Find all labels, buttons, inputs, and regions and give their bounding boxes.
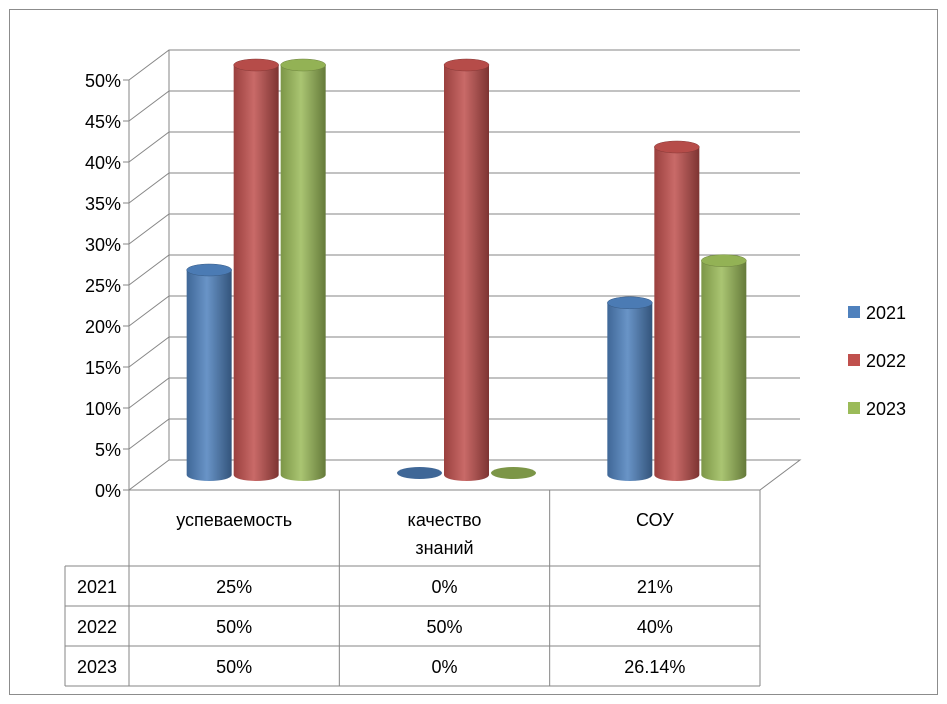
bar-top bbox=[280, 58, 326, 72]
legend-swatch bbox=[848, 354, 860, 366]
y-tick-label: 35% bbox=[85, 194, 121, 214]
bar-2022-0 bbox=[233, 58, 279, 482]
y-tick-label: 45% bbox=[85, 112, 121, 132]
bar-2021-1 bbox=[397, 467, 442, 479]
y-tick-label: 10% bbox=[85, 399, 121, 419]
table-cell: 50% bbox=[216, 657, 252, 677]
table-row-header: 2022 bbox=[77, 617, 117, 637]
x-category-label: успеваемость bbox=[176, 510, 292, 530]
y-tick-label: 20% bbox=[85, 317, 121, 337]
bar-body bbox=[701, 260, 747, 482]
bars bbox=[186, 58, 747, 482]
y-tick-label: 5% bbox=[95, 440, 121, 460]
gridline bbox=[128, 131, 800, 163]
legend: 2021 2022 2023 bbox=[848, 303, 906, 419]
gridline bbox=[128, 49, 800, 81]
gridline bbox=[128, 213, 800, 245]
legend-item: 2023 bbox=[848, 399, 906, 419]
legend-item: 2022 bbox=[848, 351, 906, 371]
bar-2023-1 bbox=[491, 467, 536, 479]
gridline bbox=[128, 377, 800, 409]
x-category-label: СОУ bbox=[636, 510, 674, 530]
table-row-header: 2023 bbox=[77, 657, 117, 677]
legend-swatch bbox=[848, 402, 860, 414]
legend-label: 2021 bbox=[866, 303, 906, 323]
data-table: успеваемость качество знаний СОУ 2021 25% 0% 21… bbox=[64, 490, 761, 687]
table-cell: 50% bbox=[426, 617, 462, 637]
bar-2023-0 bbox=[280, 58, 326, 482]
bar-2023-2 bbox=[701, 254, 747, 482]
bar-top bbox=[443, 58, 490, 72]
bar-body bbox=[607, 302, 653, 482]
bar-top bbox=[701, 254, 747, 267]
bar-body bbox=[186, 270, 232, 482]
bar-top bbox=[607, 296, 653, 310]
bar-top bbox=[397, 467, 442, 479]
bar-body bbox=[654, 147, 700, 482]
legend-label: 2023 bbox=[866, 399, 906, 419]
gridline bbox=[128, 90, 800, 122]
gridline bbox=[128, 172, 800, 204]
bar-top bbox=[186, 263, 232, 277]
legend-label: 2022 bbox=[866, 351, 906, 371]
y-tick-label: 30% bbox=[85, 235, 121, 255]
gridline bbox=[128, 336, 800, 368]
x-category-label: знаний bbox=[415, 538, 473, 558]
gridline bbox=[128, 295, 800, 327]
bar-top bbox=[233, 58, 279, 72]
gridline bbox=[128, 418, 800, 450]
y-tick-label: 25% bbox=[85, 276, 121, 296]
table-cell: 26.14% bbox=[624, 657, 685, 677]
bar-2021-2 bbox=[607, 296, 653, 482]
y-tick-label: 0% bbox=[95, 481, 121, 501]
table-cell: 40% bbox=[637, 617, 673, 637]
y-axis: 0% 5% 10% 15% 20% 25% 30% 35% 40% 45% 50% bbox=[85, 71, 130, 501]
bar-2022-1 bbox=[443, 58, 490, 482]
table-cell: 50% bbox=[216, 617, 252, 637]
table-cell: 25% bbox=[216, 577, 252, 597]
x-category-label: качество bbox=[408, 510, 482, 530]
bar-top bbox=[491, 467, 536, 479]
y-tick-label: 15% bbox=[85, 358, 121, 378]
bar-top bbox=[654, 140, 700, 154]
bar-body bbox=[233, 65, 279, 482]
y-tick-label: 50% bbox=[85, 71, 121, 91]
table-row-header: 2021 bbox=[77, 577, 117, 597]
bar-body bbox=[280, 65, 326, 482]
legend-swatch bbox=[848, 306, 860, 318]
legend-item: 2021 bbox=[848, 303, 906, 323]
bar-2022-2 bbox=[654, 140, 700, 482]
table-cell: 0% bbox=[431, 657, 457, 677]
table-cell: 0% bbox=[431, 577, 457, 597]
bar-2021-0 bbox=[186, 263, 232, 482]
bar-body bbox=[444, 65, 489, 482]
gridline bbox=[128, 254, 800, 286]
table-cell: 21% bbox=[637, 577, 673, 597]
y-tick-label: 40% bbox=[85, 153, 121, 173]
